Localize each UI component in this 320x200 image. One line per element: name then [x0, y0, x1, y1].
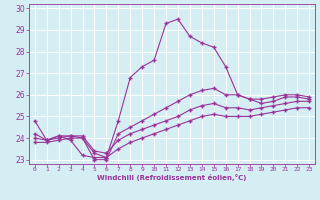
X-axis label: Windchill (Refroidissement éolien,°C): Windchill (Refroidissement éolien,°C) [97, 174, 247, 181]
